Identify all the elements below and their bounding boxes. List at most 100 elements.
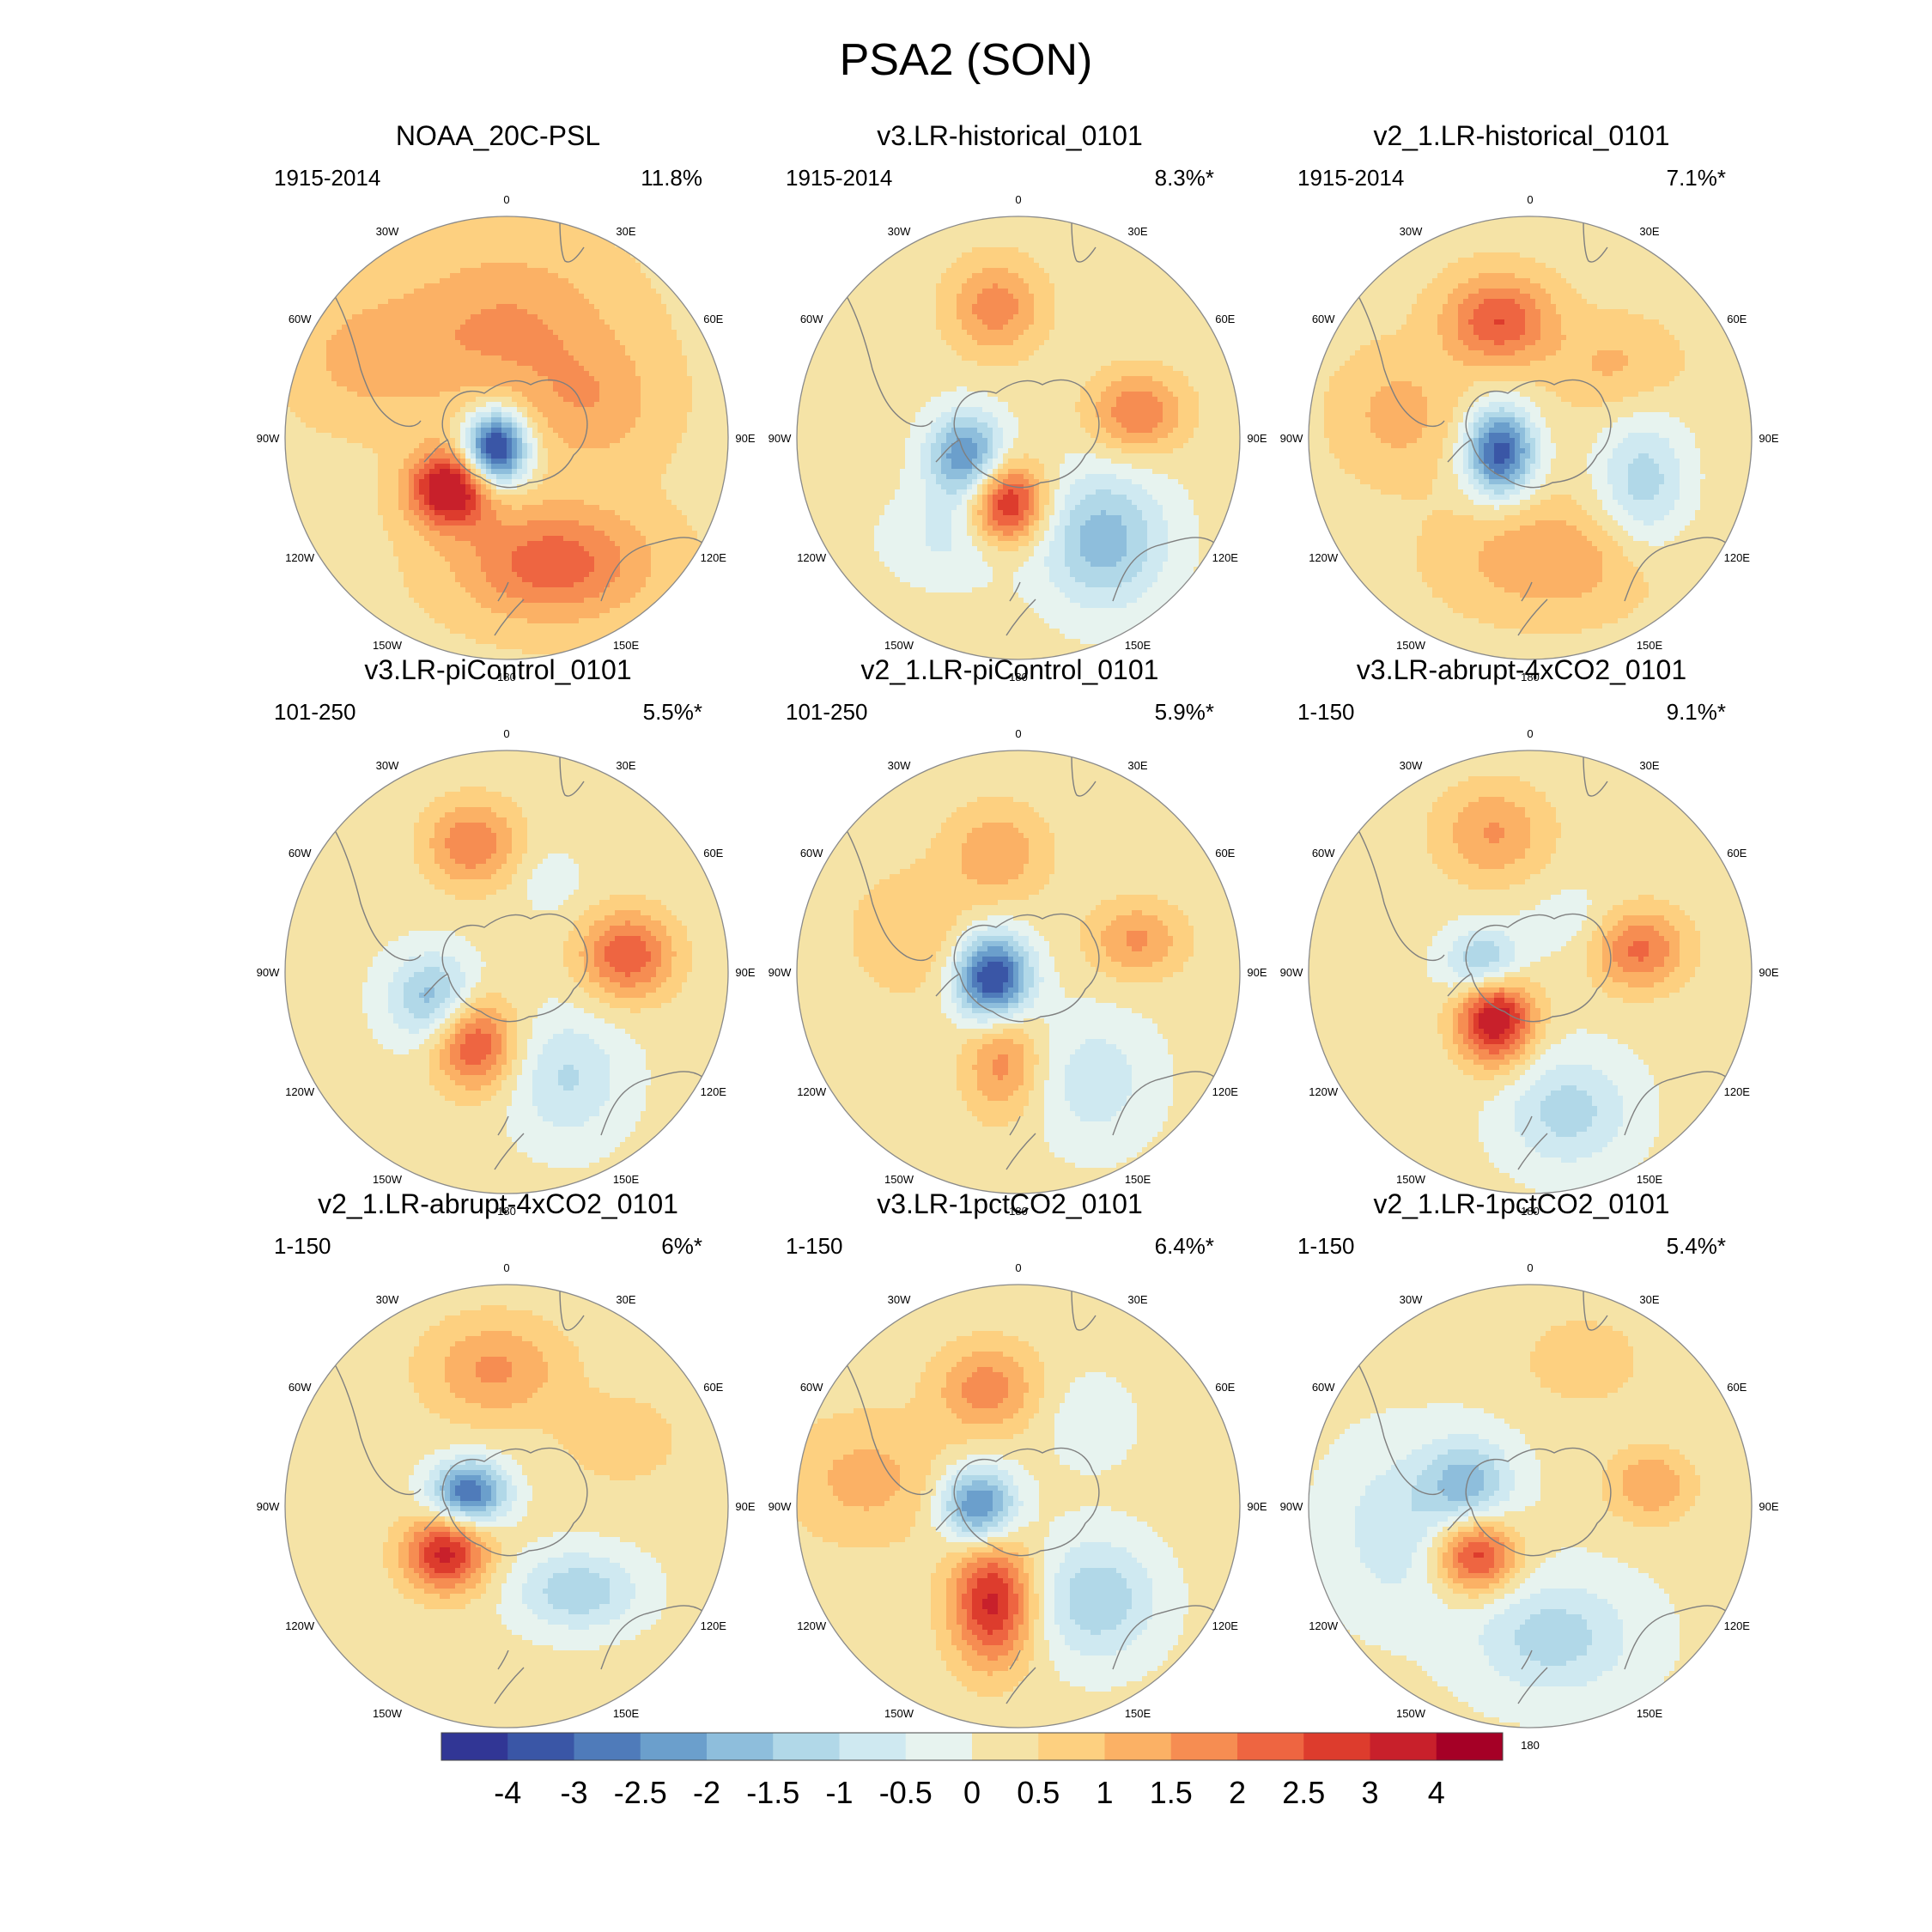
coastlines xyxy=(827,1287,1215,1704)
longitude-label: 0 xyxy=(1527,1261,1533,1274)
longitude-label: 150E xyxy=(1125,1707,1151,1720)
longitude-label: 30E xyxy=(1639,1293,1659,1306)
longitude-label: 60W xyxy=(289,313,312,325)
longitude-label: 90E xyxy=(735,432,755,445)
longitude-label: 0 xyxy=(1015,727,1021,740)
longitude-label: 30E xyxy=(616,1293,635,1306)
longitude-label: 120W xyxy=(797,1619,827,1632)
longitude-label: 60W xyxy=(1312,847,1335,860)
longitude-label: 30W xyxy=(1400,225,1423,238)
anomaly-field xyxy=(285,1285,728,1728)
anomaly-field xyxy=(797,216,1240,659)
longitude-label: 60W xyxy=(800,1381,823,1394)
map-panel: v2_1.LR-piControl_0101 101-250 5.9%* 0 30E 60… xyxy=(744,654,1276,1218)
anomaly-field xyxy=(1309,216,1752,659)
coastlines xyxy=(1339,753,1727,1170)
longitude-label: 120W xyxy=(797,1085,827,1098)
map-panel: v3.LR-historical_0101 1915-2014 8.3%* 0 30E 6… xyxy=(744,120,1276,683)
polar-map: 0 30E 60E 90E 120E 150E 180 150W 120W 90W 60W 30W xyxy=(769,1261,1267,1752)
polar-map: 0 30E 60E 90E 120E 150E 180 150W 120W 90W 60W 30W xyxy=(769,193,1267,683)
longitude-label: 150W xyxy=(884,1707,914,1720)
map-boundary xyxy=(796,1284,1241,1728)
longitude-label: 180 xyxy=(497,1205,516,1218)
map-panel: v3.LR-piControl_0101 101-250 5.5%* 0 30E 60E 9… xyxy=(232,654,764,1218)
longitude-label: 90W xyxy=(769,432,792,445)
colorbar-tick-label: 0.5 xyxy=(1017,1775,1060,1810)
longitude-label: 150E xyxy=(1637,639,1663,652)
map-boundary xyxy=(1308,1284,1753,1728)
longitude-label: 90W xyxy=(257,1500,280,1513)
map-panel: v2_1.LR-abrupt-4xCO2_0101 1-150 6%* 0 30E 60E… xyxy=(232,1188,764,1752)
longitude-label: 60E xyxy=(703,1381,723,1394)
map-boundary xyxy=(1308,750,1753,1194)
map-boundary xyxy=(284,216,729,660)
map-panel: v3.LR-abrupt-4xCO2_0101 1-150 9.1%* 0 30E 60E… xyxy=(1255,654,1788,1218)
longitude-label: 90W xyxy=(257,432,280,445)
longitude-label: 30E xyxy=(1127,225,1147,238)
anomaly-field xyxy=(285,750,728,1194)
longitude-label: 180 xyxy=(497,1739,516,1752)
colorbar-tick-label: -4 xyxy=(494,1775,521,1810)
longitude-label: 90E xyxy=(1759,432,1778,445)
longitude-label: 150W xyxy=(373,1707,403,1720)
longitude-label: 150E xyxy=(1637,1707,1663,1720)
longitude-label: 30W xyxy=(376,759,399,772)
longitude-label: 120W xyxy=(285,1619,315,1632)
longitude-label: 90E xyxy=(1247,966,1267,979)
longitude-label: 0 xyxy=(503,727,509,740)
panel-variance: 8.3%* xyxy=(1155,165,1214,191)
colorbar-tick-label: 2 xyxy=(1229,1775,1246,1810)
polar-map: 0 30E 60E 90E 120E 150E 180 150W 120W 90W 60W 30W xyxy=(769,727,1267,1218)
longitude-label: 30E xyxy=(616,225,635,238)
longitude-label: 150W xyxy=(373,639,403,652)
coastlines xyxy=(1339,1287,1727,1704)
longitude-label: 30W xyxy=(888,1293,911,1306)
anomaly-field xyxy=(1309,750,1752,1194)
longitude-label: 120W xyxy=(1309,551,1339,564)
colorbar-tick-label: 2.5 xyxy=(1282,1775,1325,1810)
polar-map: 0 30E 60E 90E 120E 150E 180 150W 120W 90W 60W 30W xyxy=(1280,1261,1779,1752)
colorbar-tick-label: -1.5 xyxy=(746,1775,799,1810)
colorbar-tick-label: -0.5 xyxy=(879,1775,933,1810)
longitude-label: 120W xyxy=(1309,1619,1339,1632)
panel-period: 1-150 xyxy=(786,1233,843,1260)
longitude-label: 30E xyxy=(1127,759,1147,772)
longitude-label: 90W xyxy=(1280,966,1303,979)
map-panel: NOAA_20C-PSL 1915-2014 11.8% 0 30E 60E 90E 120E… xyxy=(232,120,764,683)
coastlines xyxy=(315,753,703,1170)
longitude-label: 150W xyxy=(373,1173,403,1186)
longitude-label: 90W xyxy=(769,1500,792,1513)
longitude-label: 0 xyxy=(1527,727,1533,740)
longitude-label: 60W xyxy=(1312,313,1335,325)
panel-title: v2_1.LR-piControl_0101 xyxy=(744,654,1276,686)
longitude-label: 150W xyxy=(1396,1707,1426,1720)
longitude-label: 90E xyxy=(1759,966,1778,979)
longitude-label: 120E xyxy=(1724,551,1751,564)
colorbar-tick-label: -1 xyxy=(825,1775,853,1810)
map-boundary xyxy=(284,1284,729,1728)
longitude-label: 180 xyxy=(1521,1205,1540,1218)
longitude-label: 180 xyxy=(1009,1205,1028,1218)
longitude-label: 120E xyxy=(1212,551,1239,564)
longitude-label: 150E xyxy=(1637,1173,1663,1186)
map-panel: v2_1.LR-1pctCO2_0101 1-150 5.4%* 0 30E 60E 90E… xyxy=(1255,1188,1788,1752)
coastlines xyxy=(315,1287,703,1704)
panel-variance: 6.4%* xyxy=(1155,1233,1214,1260)
longitude-label: 120E xyxy=(701,551,727,564)
longitude-label: 30W xyxy=(376,225,399,238)
longitude-label: 150E xyxy=(613,1173,640,1186)
longitude-label: 30E xyxy=(1639,225,1659,238)
longitude-label: 60E xyxy=(1215,847,1235,860)
polar-map: 0 30E 60E 90E 120E 150E 180 150W 120W 90W 60W 30W xyxy=(257,193,756,683)
longitude-label: 60W xyxy=(800,313,823,325)
colorbar-tick-label: -2.5 xyxy=(614,1775,667,1810)
panel-period: 101-250 xyxy=(786,699,867,726)
longitude-label: 150W xyxy=(884,1173,914,1186)
coastlines xyxy=(315,219,703,636)
panel-variance: 5.5%* xyxy=(643,699,702,726)
map-boundary xyxy=(796,750,1241,1194)
map-boundary xyxy=(1308,216,1753,660)
longitude-label: 0 xyxy=(1015,1261,1021,1274)
longitude-label: 60W xyxy=(289,1381,312,1394)
longitude-label: 120E xyxy=(1212,1085,1239,1098)
